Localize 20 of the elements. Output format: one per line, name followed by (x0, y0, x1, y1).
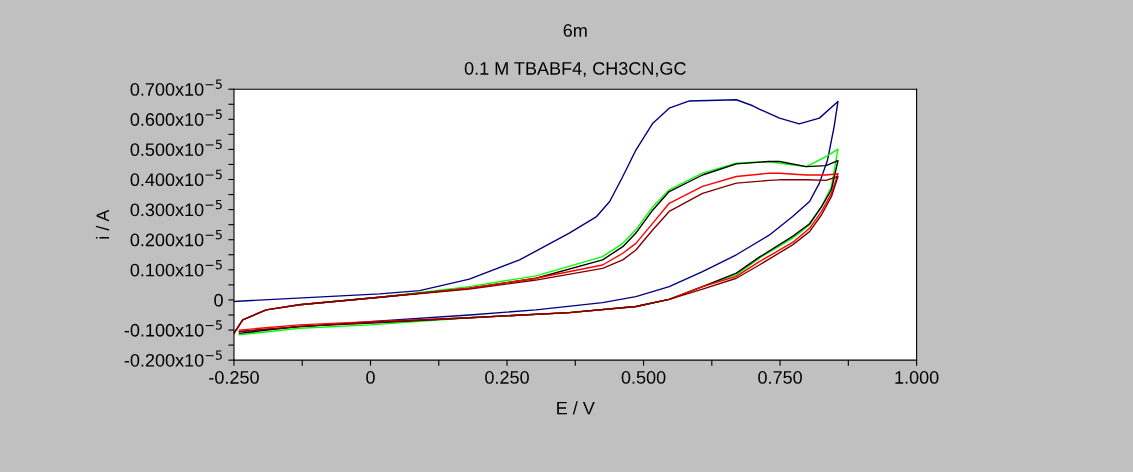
y-tick-label: 0.200x10$^{−5}$ (130, 230, 222, 247)
y-tick-label: 0.300x10$^{−5}$ (130, 199, 222, 217)
y-tick-label: 0.500x10$^{−5}$ (130, 139, 222, 157)
y-tick-label: 0.600x10$^{−5}$ (130, 109, 222, 126)
y-tick-label: 0.100x10$^{−5}$ (130, 260, 222, 277)
y-tick-label: 0.700x10$^{−5}$ (130, 79, 222, 96)
y-axis-title: i / A (95, 209, 110, 239)
x-tick-label: -0.250 (209, 371, 259, 384)
y-tick-label: -0.200x10$^{−5}$ (124, 350, 222, 367)
y-tick-label: 0 (214, 293, 223, 307)
x-tick-label: 1.000 (895, 371, 939, 384)
x-tick-label: 0.750 (758, 371, 802, 384)
chart-subtitle: 0.1 M TBABF4, CH3CN,GC (464, 62, 686, 77)
x-tick-label: 0.250 (485, 371, 529, 384)
y-tick-label: 0.400x10$^{−5}$ (130, 169, 222, 187)
x-tick-label: 0.500 (621, 371, 666, 384)
x-axis-title: E / V (557, 401, 595, 415)
x-tick-label: 0 (366, 371, 375, 384)
chart-title: 6m (563, 24, 587, 37)
y-tick-label: -0.100x10$^{−5}$ (124, 320, 222, 337)
